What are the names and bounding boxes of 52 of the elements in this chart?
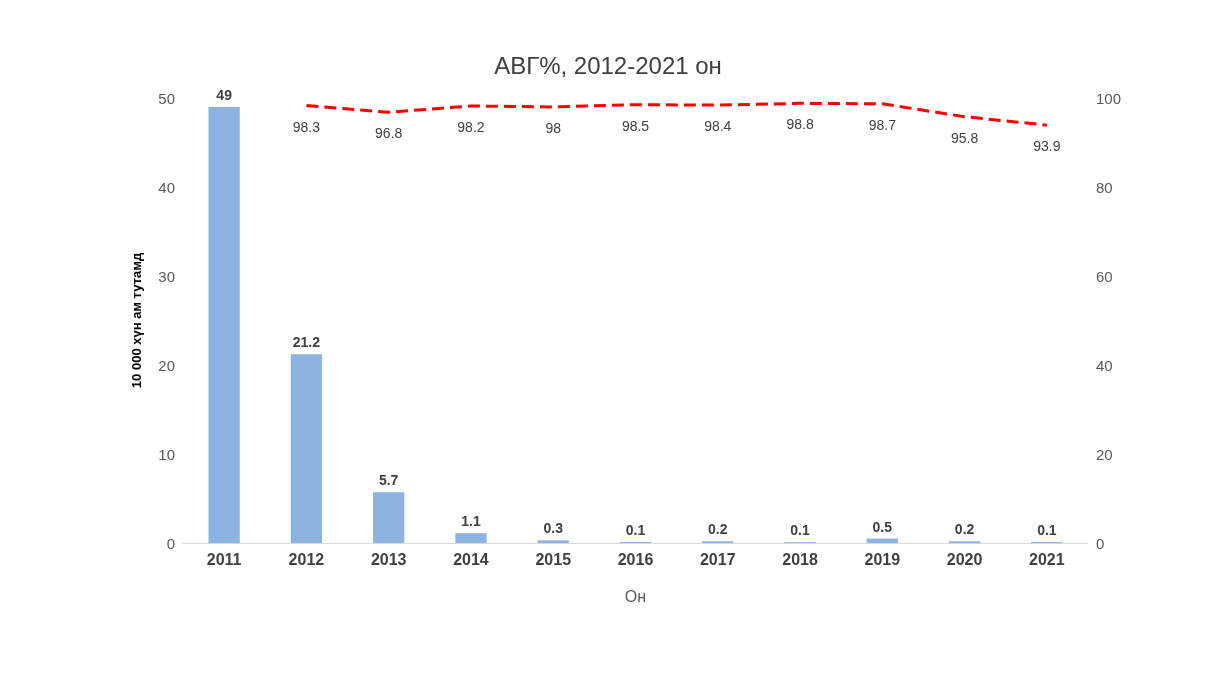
x-tick-label: 2017 [699, 550, 736, 568]
y-tick-label: 10 [158, 445, 175, 463]
y-tick-label: 0 [166, 534, 175, 552]
data-label: 98.7 [868, 116, 897, 133]
data-label: 5.7 [378, 472, 399, 489]
data-label: 21.2 [292, 334, 321, 351]
data-label: 49 [216, 86, 233, 103]
y-axis-title: 10 000 хүн ам тутамд [129, 252, 144, 389]
data-label: 98 [545, 119, 562, 136]
bar [455, 533, 487, 543]
x-tick-label: 2013 [370, 550, 407, 568]
y-tick-label: 30 [158, 267, 175, 285]
y2-tick-label: 80 [1096, 178, 1113, 196]
bar [208, 106, 240, 543]
data-label: 0.2 [954, 521, 975, 538]
x-axis-title: Он [624, 587, 647, 605]
data-label: 0.3 [543, 520, 564, 537]
chart-title: АВГ%, 2012-2021 он [494, 51, 722, 79]
y2-tick-label: 20 [1096, 445, 1113, 463]
data-label: 98.3 [292, 118, 321, 135]
y-tick-label: 40 [158, 178, 175, 196]
bar [290, 354, 323, 543]
y2-tick-label: 60 [1096, 267, 1113, 285]
y2-tick-label: 40 [1096, 356, 1113, 374]
x-tick-label: 2011 [206, 550, 242, 568]
y-tick-label: 20 [158, 356, 175, 374]
x-tick-label: 2012 [288, 550, 325, 568]
x-tick-label: 2019 [864, 550, 901, 568]
x-tick-label: 2016 [617, 550, 654, 568]
x-tick-label: 2015 [535, 550, 572, 568]
data-label: 93.9 [1033, 138, 1061, 155]
x-tick-label: 2020 [946, 550, 983, 568]
y2-tick-label: 0 [1096, 534, 1105, 552]
data-label: 1.1 [461, 513, 481, 530]
x-tick-label: 2018 [782, 550, 818, 568]
data-label: 95.8 [950, 129, 979, 146]
data-label: 98.8 [786, 116, 814, 133]
x-tick-label: 2021 [1029, 550, 1065, 568]
y2-tick-label: 100 [1096, 89, 1122, 107]
data-label: 0.5 [872, 518, 893, 535]
data-label: 0.2 [708, 521, 728, 538]
bar [537, 540, 569, 543]
bar [373, 492, 405, 543]
data-label: 98.2 [457, 119, 485, 136]
data-label: 0.1 [1037, 522, 1057, 539]
y-tick-label: 50 [158, 89, 175, 107]
data-label: 98.5 [621, 117, 650, 134]
x-tick-label: 2014 [453, 550, 489, 568]
data-label: 96.8 [375, 125, 403, 142]
data-label: 0.1 [790, 522, 810, 539]
data-label: 0.1 [625, 522, 646, 539]
data-label: 98.4 [704, 118, 732, 135]
